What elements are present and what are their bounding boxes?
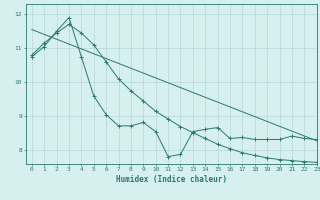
- X-axis label: Humidex (Indice chaleur): Humidex (Indice chaleur): [116, 175, 227, 184]
